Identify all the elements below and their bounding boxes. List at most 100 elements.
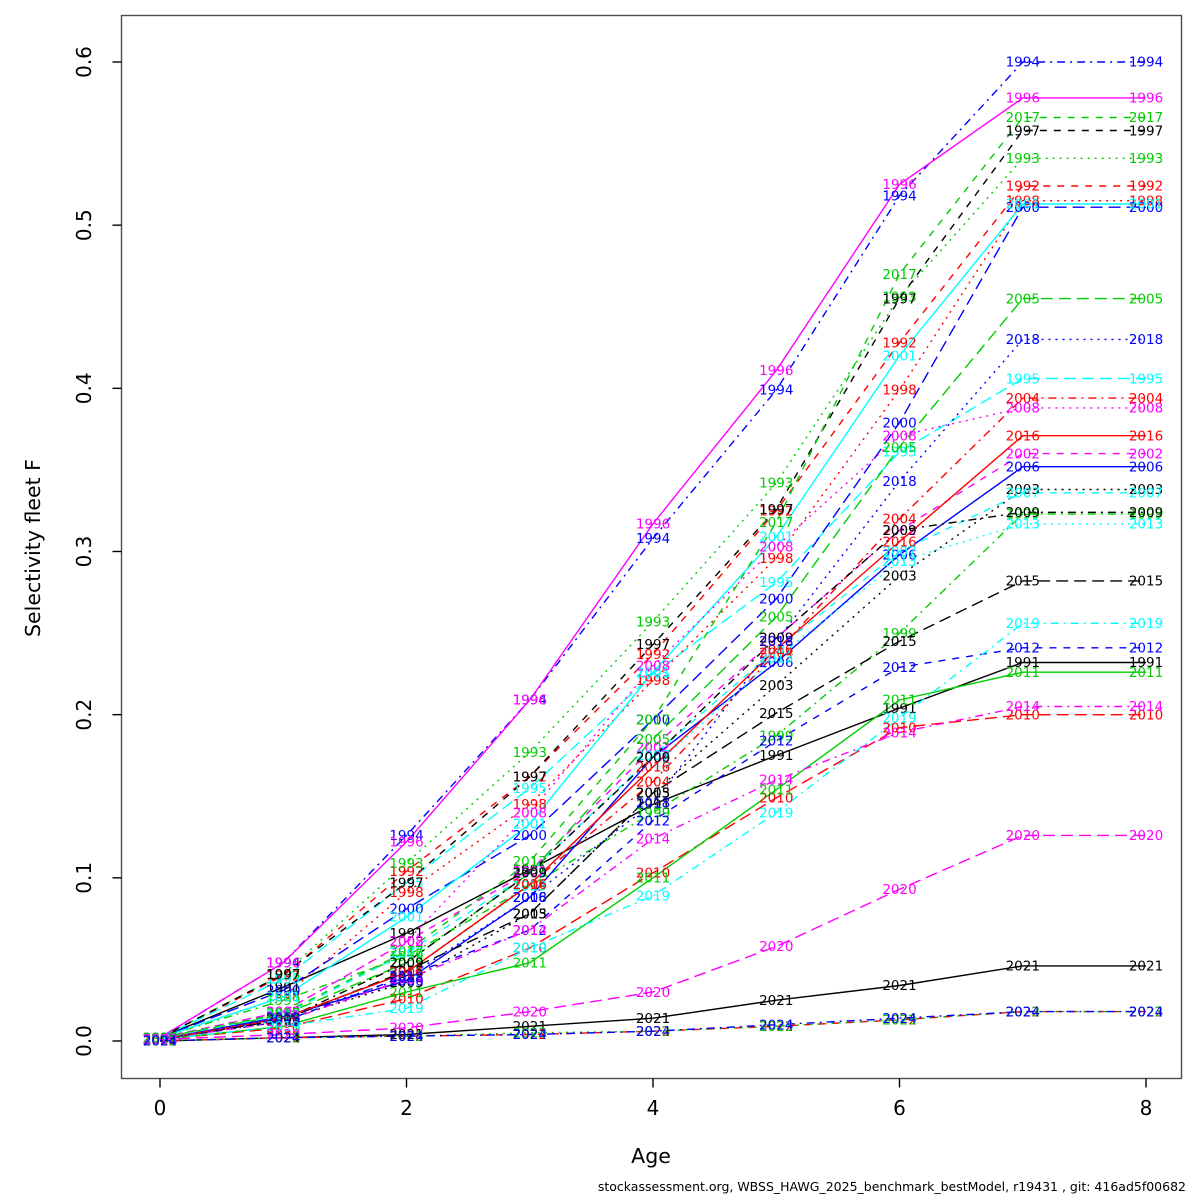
- point-label-1993-age-8: 1993: [1129, 151, 1163, 167]
- point-label-2000-age-6: 2000: [882, 415, 916, 431]
- point-label-2016-age-5: 2016: [759, 642, 793, 658]
- point-label-2012-age-1: 2012: [266, 1014, 300, 1030]
- point-label-2024-age-7: 2024: [1006, 1004, 1040, 1020]
- point-label-2003-age-6: 2003: [882, 569, 916, 585]
- point-label-1993-age-7: 1993: [1006, 151, 1040, 167]
- point-label-2009-age-0: 2009: [143, 1032, 177, 1048]
- point-label-2019-age-0: 2019: [143, 1032, 177, 1048]
- y-tick-label-0.1: 0.1: [72, 862, 96, 894]
- point-label-2021-age-5: 2021: [759, 993, 793, 1009]
- point-label-1993-age-6: 1993: [882, 290, 916, 306]
- point-label-2004-age-8: 2004: [1129, 391, 1163, 407]
- point-label-2018-age-0: 2018: [143, 1032, 177, 1048]
- series-line-1995: [159, 377, 1146, 1039]
- point-label-2000-age-5: 2000: [759, 592, 793, 608]
- point-label-2005-age-3: 2005: [513, 866, 547, 882]
- point-label-2006-age-5: 2006: [759, 655, 793, 671]
- series-line-1994: [159, 61, 1146, 1039]
- point-label-2007-age-5: 2007: [759, 642, 793, 658]
- point-label-2003-age-2: 2003: [389, 975, 423, 991]
- point-label-1997-age-3: 1997: [513, 769, 547, 785]
- point-label-1999-age-5: 1999: [759, 729, 793, 745]
- point-label-2002-age-6: 2002: [882, 523, 916, 539]
- point-label-1996-age-8: 1996: [1129, 91, 1163, 107]
- series-line-2011: [159, 671, 1146, 1041]
- point-label-2001-age-3: 2001: [513, 817, 547, 833]
- point-label-2018-age-1: 2018: [266, 1011, 300, 1027]
- point-label-2020-age-6: 2020: [882, 882, 916, 898]
- x-tick-label-4: 4: [647, 1096, 660, 1120]
- point-label-2004-age-0: 2004: [143, 1032, 177, 1048]
- point-label-2024-age-4: 2024: [636, 1024, 670, 1040]
- axis-ticks: 0 2 4 6 8 0.0 0.1 0.2 0.3 0.4 0.5 0.6: [72, 46, 1152, 1120]
- point-label-2011-age-6: 2011: [882, 693, 916, 709]
- point-label-2001-age-0: 2001: [143, 1030, 177, 1046]
- point-label-2003-age-4: 2003: [636, 786, 670, 802]
- point-label-1994-age-1: 1994: [266, 955, 300, 971]
- point-label-2008-age-8: 2008: [1129, 401, 1163, 417]
- point-label-2022-age-6: 2022: [882, 1013, 916, 1029]
- point-label-2023-age-0: 2023: [143, 1034, 177, 1050]
- footer-run-info: stockassessment.org, WBSS_HAWG_2025_benc…: [597, 1179, 1186, 1194]
- point-label-2012-age-8: 2012: [1129, 640, 1163, 656]
- point-label-2014-age-8: 2014: [1129, 699, 1163, 715]
- point-label-1999-age-6: 1999: [882, 626, 916, 642]
- point-label-2006-age-4: 2006: [636, 750, 670, 766]
- point-label-2017-age-0: 2017: [143, 1030, 177, 1046]
- point-label-1994-age-0: 1994: [143, 1030, 177, 1046]
- plot-box-border: [120, 14, 1183, 1080]
- point-label-1992-age-5: 1992: [759, 503, 793, 519]
- point-label-2011-age-4: 2011: [636, 871, 670, 887]
- series-line-1996: [159, 97, 1146, 1039]
- point-label-2010-age-4: 2010: [636, 866, 670, 882]
- point-label-1999-age-4: 1999: [636, 805, 670, 821]
- point-label-2013-age-4: 2013: [636, 760, 670, 776]
- point-label-1999-age-0: 1999: [143, 1030, 177, 1046]
- point-label-2006-age-0: 2006: [143, 1032, 177, 1048]
- point-label-2015-age-3: 2015: [513, 906, 547, 922]
- point-label-2007-age-1: 2007: [266, 1008, 300, 1024]
- point-label-2008-age-0: 2008: [143, 1030, 177, 1046]
- point-label-2022-age-3: 2022: [513, 1027, 547, 1043]
- x-axis-title: Age: [631, 1144, 671, 1168]
- point-label-2024-age-6: 2024: [882, 1011, 916, 1027]
- point-label-2004-age-1: 2004: [266, 1011, 300, 1027]
- point-label-2014-age-6: 2014: [882, 725, 916, 741]
- point-label-2023-age-7: 2023: [1006, 1004, 1040, 1020]
- series-line-1991: [159, 661, 1146, 1039]
- point-label-2017-age-7: 2017: [1006, 110, 1040, 126]
- point-label-2013-age-1: 2013: [266, 1013, 300, 1029]
- point-label-1998-age-2: 1998: [389, 885, 423, 901]
- point-label-1995-age-2: 1995: [389, 875, 423, 891]
- series-line-2000: [159, 206, 1146, 1039]
- y-tick-label-0.3: 0.3: [72, 536, 96, 568]
- point-label-2012-age-3: 2012: [513, 923, 547, 939]
- series-line-2020: [159, 834, 1146, 1041]
- point-label-1998-age-6: 1998: [882, 383, 916, 399]
- point-label-1996-age-7: 1996: [1006, 91, 1040, 107]
- series-line-2024: [159, 1010, 1146, 1042]
- point-label-2004-age-4: 2004: [636, 774, 670, 790]
- y-tick-label-0.2: 0.2: [72, 699, 96, 731]
- x-tick-label-0: 0: [154, 1096, 167, 1120]
- point-label-1991-age-2: 1991: [389, 926, 423, 942]
- point-label-2011-age-2: 2011: [389, 985, 423, 1001]
- point-label-1992-age-7: 1992: [1006, 179, 1040, 195]
- point-label-2021-age-8: 2021: [1129, 959, 1163, 975]
- point-label-2014-age-5: 2014: [759, 773, 793, 789]
- point-label-2004-age-5: 2004: [759, 645, 793, 661]
- point-label-2005-age-7: 2005: [1006, 291, 1040, 307]
- point-label-2011-age-1: 2011: [266, 1019, 300, 1035]
- point-label-2007-age-7: 2007: [1006, 485, 1040, 501]
- point-label-2017-age-5: 2017: [759, 515, 793, 531]
- point-label-1991-age-8: 1991: [1129, 655, 1163, 671]
- point-label-1993-age-3: 1993: [513, 745, 547, 761]
- point-label-2016-age-8: 2016: [1129, 428, 1163, 444]
- point-label-2023-age-2: 2023: [389, 1029, 423, 1045]
- point-label-1991-age-4: 1991: [636, 797, 670, 813]
- series-line-2008: [159, 407, 1146, 1039]
- point-label-2015-age-6: 2015: [882, 634, 916, 650]
- series-lines: [159, 61, 1146, 1042]
- point-label-2013-age-8: 2013: [1129, 516, 1163, 532]
- point-label-1993-age-0: 1993: [143, 1030, 177, 1046]
